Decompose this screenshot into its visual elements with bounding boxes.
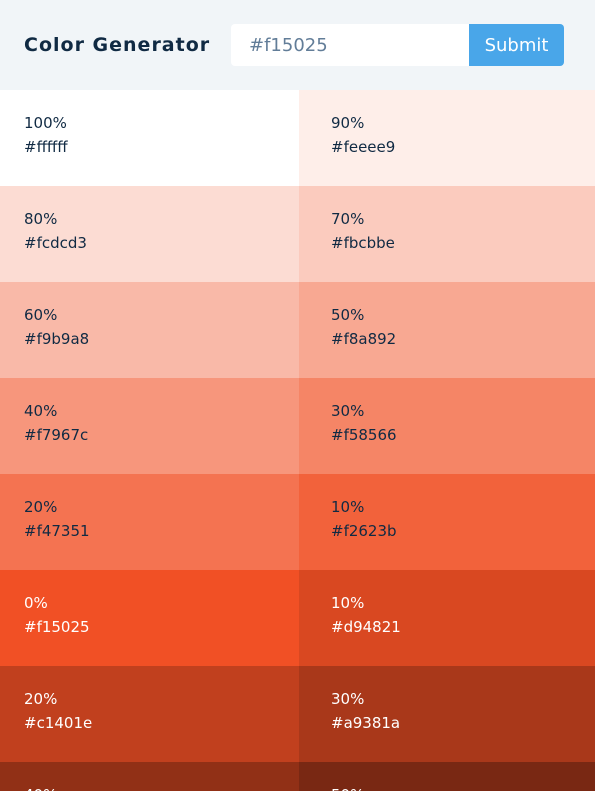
swatch-hex: #f47351 (24, 522, 90, 540)
swatch-percent: 0% (24, 594, 48, 612)
swatch-hex: #fcdcd3 (24, 234, 87, 252)
color-swatch[interactable]: 90% #feeee9 (299, 90, 595, 186)
swatch-percent: 20% (24, 690, 58, 708)
color-input[interactable] (231, 24, 469, 66)
swatch-hex: #c1401e (24, 714, 93, 732)
color-swatch[interactable]: 40%#913016 (0, 762, 299, 791)
swatch-grid: 100% #ffffff 90% #feeee9 80% #fcdcd3 70% #fbcbb… (0, 90, 595, 791)
swatch-hex: #f8a892 (331, 330, 397, 348)
color-swatch[interactable]: 100% #ffffff (0, 90, 299, 186)
swatch-percent: 80% (24, 210, 58, 228)
color-swatch[interactable]: 20% #f47351 (0, 474, 299, 570)
submit-button[interactable]: Submit (469, 24, 564, 66)
color-swatch[interactable]: 50%#792813 (299, 762, 595, 791)
color-swatch[interactable]: 50% #f8a892 (299, 282, 595, 378)
swatch-percent: 10% (331, 594, 365, 612)
swatch-percent: 100% (24, 114, 67, 132)
swatch-percent: 40% (24, 402, 58, 420)
swatch-hex: #d94821 (331, 618, 401, 636)
color-swatch[interactable]: 20% #c1401e (0, 666, 299, 762)
color-swatch[interactable]: 40% #f7967c (0, 378, 299, 474)
swatch-percent: 40% (24, 783, 275, 791)
swatch-hex: #ffffff (24, 138, 68, 156)
header: Color Generator Submit (0, 0, 595, 90)
swatch-percent: 20% (24, 498, 58, 516)
color-swatch[interactable]: 10% #f2623b (299, 474, 595, 570)
color-form: Submit (231, 24, 564, 66)
swatch-percent: 30% (331, 402, 365, 420)
color-swatch[interactable]: 0% #f15025 (0, 570, 299, 666)
swatch-hex: #f9b9a8 (24, 330, 90, 348)
swatch-percent: 90% (331, 114, 365, 132)
swatch-hex: #f58566 (331, 426, 397, 444)
color-swatch[interactable]: 70% #fbcbbe (299, 186, 595, 282)
swatch-hex: #f15025 (24, 618, 90, 636)
swatch-percent: 30% (331, 690, 365, 708)
swatch-percent: 50% (331, 783, 571, 791)
color-swatch[interactable]: 30% #f58566 (299, 378, 595, 474)
swatch-hex: #fbcbbe (331, 234, 395, 252)
swatch-hex: #feeee9 (331, 138, 396, 156)
page-title: Color Generator (24, 34, 211, 56)
swatch-percent: 60% (24, 306, 58, 324)
swatch-hex: #a9381a (331, 714, 401, 732)
swatch-percent: 70% (331, 210, 365, 228)
color-swatch[interactable]: 80% #fcdcd3 (0, 186, 299, 282)
color-swatch[interactable]: 30% #a9381a (299, 666, 595, 762)
color-swatch[interactable]: 60% #f9b9a8 (0, 282, 299, 378)
swatch-percent: 10% (331, 498, 365, 516)
swatch-hex: #f2623b (331, 522, 397, 540)
swatch-hex: #f7967c (24, 426, 89, 444)
color-swatch[interactable]: 10% #d94821 (299, 570, 595, 666)
swatch-percent: 50% (331, 306, 365, 324)
